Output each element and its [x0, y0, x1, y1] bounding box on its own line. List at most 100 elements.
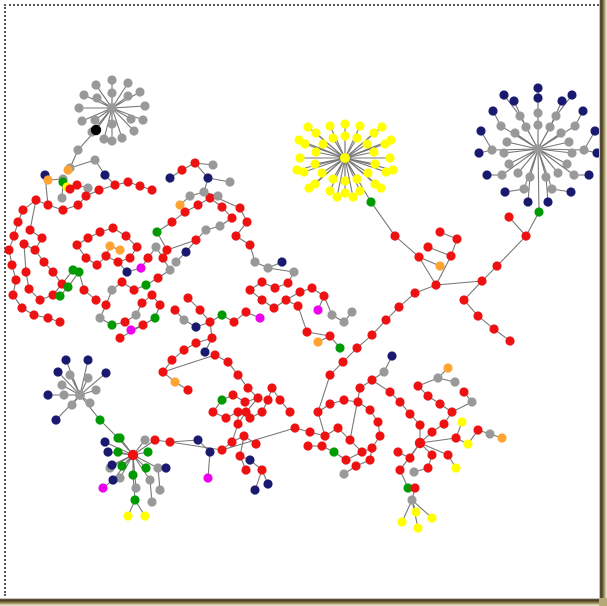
graph-node-green[interactable] [74, 267, 84, 277]
graph-node-gray[interactable] [215, 221, 225, 231]
graph-node-red[interactable] [39, 257, 49, 267]
graph-node-red[interactable] [48, 290, 58, 300]
graph-node-red[interactable] [153, 273, 163, 283]
graph-node-red[interactable] [325, 370, 335, 380]
graph-node-gray[interactable] [250, 257, 260, 267]
graph-node-red[interactable] [415, 420, 425, 430]
graph-node-gray[interactable] [92, 93, 102, 103]
graph-node-navy[interactable] [476, 126, 486, 136]
graph-node-red[interactable] [177, 165, 187, 175]
graph-node-red[interactable] [120, 317, 130, 327]
graph-node-red[interactable] [195, 305, 205, 315]
graph-node-yellow[interactable] [386, 135, 396, 145]
graph-node-red[interactable] [427, 450, 437, 460]
graph-node-gray[interactable] [499, 148, 509, 158]
graph-node-gray[interactable] [510, 128, 520, 138]
graph-node-green[interactable] [141, 280, 151, 290]
graph-node-red[interactable] [283, 278, 293, 288]
graph-node-red[interactable] [190, 158, 200, 168]
graph-node-red[interactable] [165, 437, 175, 447]
graph-node-orange[interactable] [175, 200, 185, 210]
graph-node-red[interactable] [147, 290, 157, 300]
graph-node-gray[interactable] [140, 435, 150, 445]
graph-node-yellow[interactable] [377, 122, 387, 132]
graph-node-red[interactable] [227, 213, 237, 223]
graph-node-green[interactable] [115, 433, 125, 443]
graph-node-green[interactable] [128, 470, 138, 480]
graph-node-navy[interactable] [263, 479, 273, 489]
graph-node-gray[interactable] [208, 160, 218, 170]
graph-node-gray[interactable] [579, 145, 589, 155]
graph-node-red[interactable] [229, 317, 239, 327]
graph-node-red[interactable] [355, 383, 365, 393]
graph-node-red[interactable] [167, 355, 177, 365]
graph-node-yellow[interactable] [355, 121, 365, 131]
graph-node-red[interactable] [108, 223, 118, 233]
graph-node-red[interactable] [11, 275, 21, 285]
graph-node-red[interactable] [24, 284, 34, 294]
graph-node-gray[interactable] [77, 116, 87, 126]
graph-node-red[interactable] [451, 433, 461, 443]
graph-node-gray[interactable] [433, 373, 443, 383]
graph-node-yellow[interactable] [318, 139, 328, 149]
graph-node-red[interactable] [43, 313, 53, 323]
graph-node-gray[interactable] [504, 159, 514, 169]
graph-node-orange[interactable] [435, 261, 445, 271]
graph-node-magenta[interactable] [255, 313, 265, 323]
graph-node-red[interactable] [205, 317, 215, 327]
graph-node-gray[interactable] [155, 485, 165, 495]
graph-node-red[interactable] [245, 285, 255, 295]
graph-node-gray[interactable] [165, 265, 175, 275]
graph-node-red[interactable] [29, 310, 39, 320]
graph-node-navy[interactable] [61, 355, 71, 365]
graph-node-gray[interactable] [564, 137, 574, 147]
graph-node-red[interactable] [257, 407, 267, 417]
graph-node-yellow[interactable] [352, 133, 362, 143]
graph-node-gray[interactable] [107, 285, 117, 295]
graph-node-orange[interactable] [443, 363, 453, 373]
graph-node-red[interactable] [19, 239, 29, 249]
graph-node-red[interactable] [410, 288, 420, 298]
graph-node-orange[interactable] [105, 241, 115, 251]
graph-node-red[interactable] [390, 231, 400, 241]
graph-node-red[interactable] [243, 383, 253, 393]
graph-node-red[interactable] [367, 375, 377, 385]
graph-node-red[interactable] [281, 295, 291, 305]
graph-node-navy[interactable] [165, 173, 175, 183]
graph-node-navy[interactable] [387, 351, 397, 361]
graph-node-red[interactable] [473, 311, 483, 321]
graph-node-red[interactable] [405, 409, 415, 419]
graph-node-gray[interactable] [123, 91, 133, 101]
graph-node-gray[interactable] [107, 88, 117, 98]
graph-node-magenta[interactable] [203, 473, 213, 483]
graph-node-gray[interactable] [289, 267, 299, 277]
graph-node-navy[interactable] [43, 390, 53, 400]
graph-node-green[interactable] [152, 227, 162, 237]
graph-node-yellow[interactable] [381, 167, 391, 177]
graph-node-gray[interactable] [135, 87, 145, 97]
graph-node-red[interactable] [452, 234, 462, 244]
graph-node-red[interactable] [95, 227, 105, 237]
graph-node-red[interactable] [210, 350, 220, 360]
graph-node-navy[interactable] [51, 415, 61, 425]
graph-node-magenta[interactable] [126, 325, 136, 335]
graph-node-red[interactable] [73, 200, 83, 210]
graph-node-yellow[interactable] [325, 186, 335, 196]
graph-node-gray[interactable] [407, 495, 417, 505]
graph-node-gray[interactable] [117, 133, 127, 143]
graph-node-yellow[interactable] [299, 167, 309, 177]
graph-node-navy[interactable] [193, 435, 203, 445]
graph-node-yellow[interactable] [292, 165, 302, 175]
graph-node-red[interactable] [25, 225, 35, 235]
graph-node-gray[interactable] [379, 367, 389, 377]
graph-node-red[interactable] [443, 450, 453, 460]
graph-node-green[interactable] [141, 463, 151, 473]
graph-node-red[interactable] [270, 283, 280, 293]
graph-node-red[interactable] [158, 253, 168, 263]
graph-node-yellow[interactable] [376, 183, 386, 193]
graph-node-red[interactable] [257, 465, 267, 475]
graph-node-gray[interactable] [153, 463, 163, 473]
graph-node-red[interactable] [81, 191, 91, 201]
graph-node-gray[interactable] [567, 148, 577, 158]
graph-node-navy[interactable] [509, 96, 519, 106]
